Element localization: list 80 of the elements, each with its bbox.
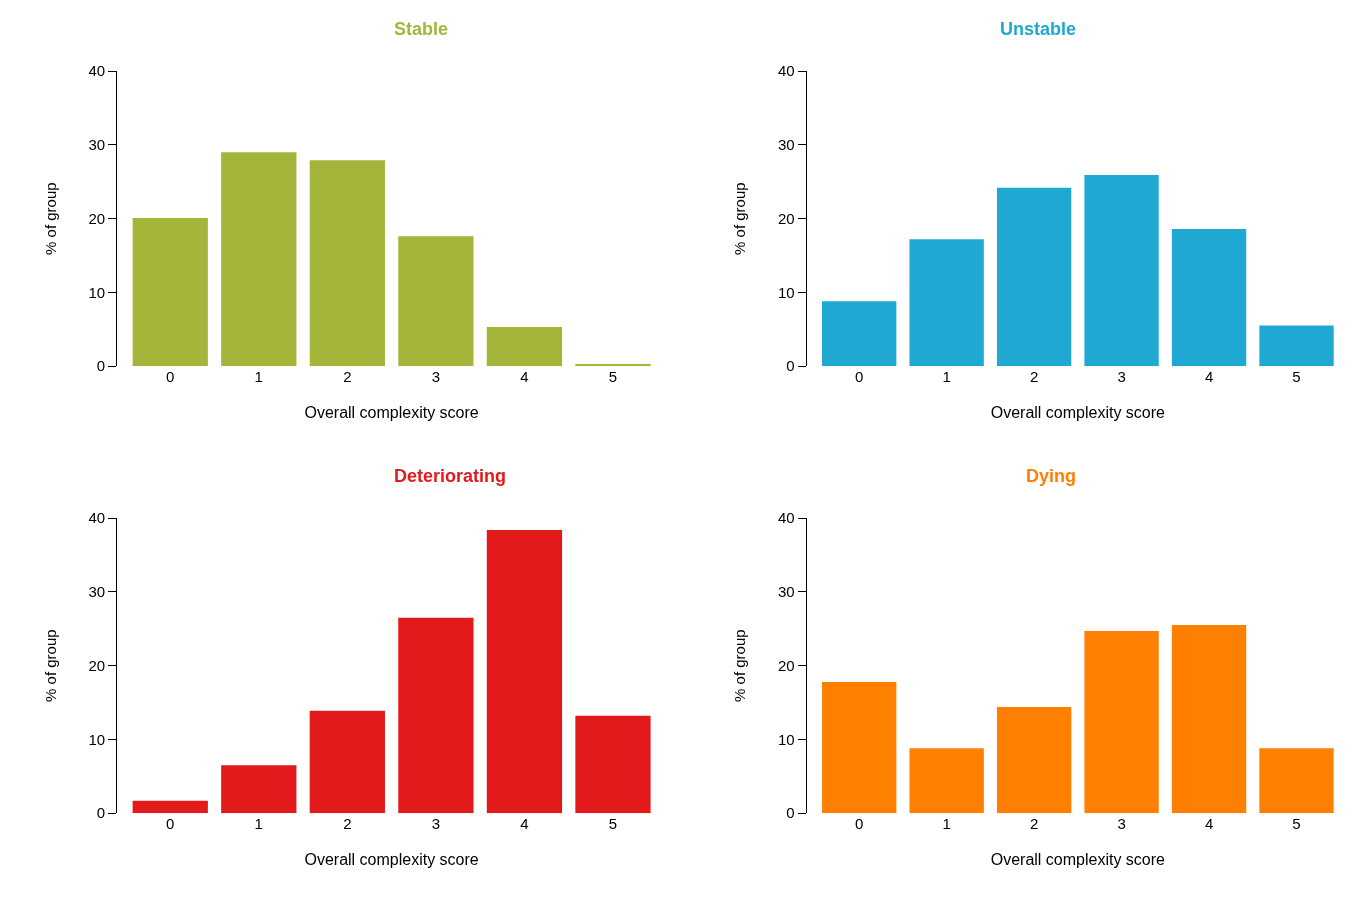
x-tick-label: 5 bbox=[608, 368, 618, 386]
x-tick-label: 0 bbox=[855, 815, 864, 833]
bar bbox=[486, 327, 563, 367]
x-tick-label: 4 bbox=[1204, 815, 1214, 833]
bar bbox=[1084, 630, 1159, 814]
x-tick-label: 2 bbox=[343, 815, 352, 833]
x-tick-label: 3 bbox=[1117, 368, 1126, 386]
x-tick-label: 3 bbox=[431, 368, 441, 386]
x-tick-label: 1 bbox=[942, 815, 951, 833]
y-tick-label: 30 bbox=[88, 136, 106, 154]
y-tick-label: 0 bbox=[786, 804, 795, 822]
y-tick-label: 20 bbox=[88, 656, 106, 674]
y-axis-title: % of group bbox=[731, 182, 749, 255]
y-tick-label: 30 bbox=[778, 136, 795, 154]
y-tick-label: 30 bbox=[88, 583, 106, 601]
x-tick-label: 2 bbox=[1029, 815, 1039, 833]
bar bbox=[309, 710, 385, 814]
y-tick-label: 20 bbox=[778, 209, 795, 227]
bar bbox=[398, 236, 474, 367]
bar bbox=[1084, 175, 1159, 367]
bar bbox=[575, 715, 651, 814]
bar bbox=[909, 748, 984, 814]
x-tick-label: 5 bbox=[1292, 815, 1301, 833]
x-axis-title: Overall complexity score bbox=[304, 403, 479, 421]
bar bbox=[221, 765, 297, 814]
y-tick-label: 20 bbox=[778, 656, 795, 674]
bar bbox=[909, 239, 984, 367]
bar bbox=[132, 217, 208, 367]
x-tick-label: 0 bbox=[166, 815, 175, 833]
y-tick-label: 10 bbox=[778, 730, 795, 748]
bar bbox=[398, 617, 474, 814]
x-axis-title: Overall complexity score bbox=[990, 850, 1166, 868]
bar bbox=[1171, 228, 1247, 367]
chart-title: Dying bbox=[1026, 466, 1077, 486]
x-tick-label: 0 bbox=[855, 368, 864, 386]
y-tick-label: 20 bbox=[88, 209, 106, 227]
y-tick-label: 30 bbox=[778, 583, 795, 601]
x-tick-label: 1 bbox=[254, 368, 263, 386]
y-tick-label: 10 bbox=[778, 283, 795, 301]
bar bbox=[575, 363, 651, 367]
y-tick-label: 0 bbox=[786, 357, 795, 375]
x-tick-label: 3 bbox=[1117, 815, 1126, 833]
chart-title: Deteriorating bbox=[394, 466, 507, 486]
bar bbox=[822, 681, 897, 814]
x-tick-label: 3 bbox=[431, 815, 441, 833]
bar bbox=[221, 152, 297, 367]
x-tick-label: 5 bbox=[1292, 368, 1301, 386]
y-axis-title: % of group bbox=[731, 629, 749, 702]
y-tick-label: 40 bbox=[88, 62, 106, 80]
bar bbox=[132, 800, 208, 814]
bar bbox=[309, 160, 385, 367]
bar bbox=[486, 529, 563, 814]
y-tick-label: 0 bbox=[96, 804, 106, 822]
x-tick-label: 4 bbox=[1204, 368, 1214, 386]
y-tick-label: 10 bbox=[88, 730, 106, 748]
chart-title: Unstable bbox=[1000, 19, 1077, 39]
x-tick-label: 2 bbox=[343, 368, 352, 386]
y-axis-title: % of group bbox=[41, 182, 59, 255]
bar bbox=[1171, 625, 1247, 814]
y-tick-label: 0 bbox=[96, 357, 106, 375]
x-tick-label: 0 bbox=[166, 368, 175, 386]
x-tick-label: 4 bbox=[520, 368, 529, 386]
bar bbox=[1259, 748, 1334, 814]
y-tick-label: 40 bbox=[778, 62, 795, 80]
chart-title: Stable bbox=[394, 19, 449, 39]
bar bbox=[822, 301, 897, 367]
x-tick-label: 1 bbox=[254, 815, 263, 833]
bar bbox=[1259, 325, 1334, 367]
y-tick-label: 10 bbox=[88, 283, 106, 301]
y-tick-label: 40 bbox=[88, 509, 106, 527]
x-axis-title: Overall complexity score bbox=[990, 403, 1166, 421]
x-tick-label: 5 bbox=[608, 815, 618, 833]
y-tick-label: 40 bbox=[778, 509, 795, 527]
bar bbox=[996, 706, 1072, 814]
y-axis-title: % of group bbox=[41, 629, 59, 702]
x-tick-label: 1 bbox=[942, 368, 951, 386]
bar bbox=[996, 187, 1072, 367]
x-tick-label: 2 bbox=[1029, 368, 1039, 386]
x-tick-label: 4 bbox=[520, 815, 529, 833]
x-axis-title: Overall complexity score bbox=[304, 850, 479, 868]
